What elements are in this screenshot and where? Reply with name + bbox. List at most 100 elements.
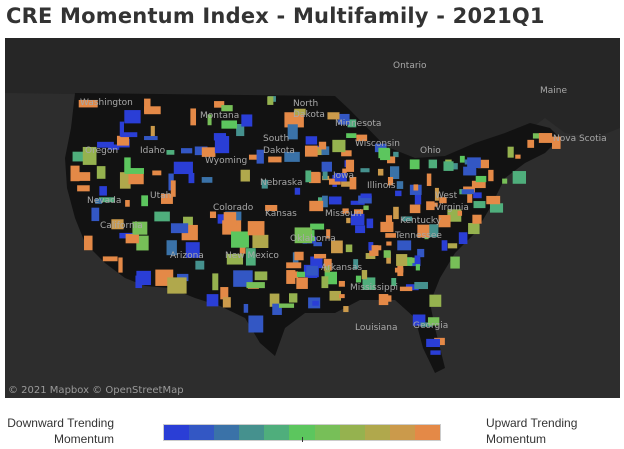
- metro-region[interactable]: [331, 240, 343, 254]
- metro-region[interactable]: [180, 148, 193, 154]
- metro-region[interactable]: [267, 96, 274, 105]
- metro-region[interactable]: [393, 206, 399, 220]
- metro-region[interactable]: [194, 146, 208, 156]
- metro-region[interactable]: [532, 133, 543, 139]
- metro-region[interactable]: [97, 141, 114, 148]
- metro-region[interactable]: [368, 242, 374, 251]
- metro-region[interactable]: [515, 154, 521, 159]
- metro-region[interactable]: [338, 280, 345, 287]
- metro-region[interactable]: [427, 317, 440, 326]
- metro-region[interactable]: [434, 187, 439, 201]
- metro-region[interactable]: [284, 112, 304, 128]
- metro-region[interactable]: [207, 114, 212, 126]
- metro-region[interactable]: [473, 201, 486, 209]
- metro-region[interactable]: [426, 338, 440, 348]
- metro-region[interactable]: [450, 256, 460, 269]
- metro-region[interactable]: [355, 225, 366, 234]
- metro-region[interactable]: [246, 282, 265, 289]
- metro-region[interactable]: [393, 151, 399, 158]
- metro-region[interactable]: [141, 195, 149, 207]
- metro-region[interactable]: [261, 179, 268, 189]
- metro-region[interactable]: [327, 112, 340, 120]
- metro-region[interactable]: [173, 161, 193, 175]
- metro-region[interactable]: [84, 235, 93, 251]
- metro-region[interactable]: [387, 156, 396, 164]
- metro-region[interactable]: [397, 240, 412, 251]
- metro-region[interactable]: [313, 242, 322, 247]
- metro-region[interactable]: [206, 294, 219, 307]
- metro-region[interactable]: [439, 197, 447, 204]
- metro-region[interactable]: [443, 161, 454, 171]
- metro-region[interactable]: [288, 293, 298, 303]
- metro-region[interactable]: [467, 157, 481, 169]
- metro-region[interactable]: [430, 350, 441, 355]
- metro-region[interactable]: [136, 235, 149, 251]
- metro-region[interactable]: [385, 215, 393, 223]
- metro-region[interactable]: [321, 276, 329, 289]
- metro-region[interactable]: [278, 303, 295, 308]
- metro-region[interactable]: [475, 175, 487, 183]
- metro-region[interactable]: [473, 192, 482, 199]
- metro-region[interactable]: [305, 136, 318, 145]
- metro-region[interactable]: [457, 210, 463, 216]
- metro-region[interactable]: [99, 186, 107, 196]
- metro-region[interactable]: [125, 233, 139, 244]
- metro-region[interactable]: [350, 213, 365, 226]
- metro-region[interactable]: [91, 207, 100, 222]
- metro-region[interactable]: [328, 196, 342, 205]
- metro-region[interactable]: [268, 156, 282, 163]
- metro-region[interactable]: [76, 172, 91, 181]
- metro-region[interactable]: [294, 187, 301, 195]
- metro-region[interactable]: [248, 154, 259, 160]
- metro-region[interactable]: [247, 221, 265, 236]
- metro-region[interactable]: [334, 172, 347, 182]
- metro-region[interactable]: [461, 189, 475, 195]
- metro-region[interactable]: [426, 173, 432, 186]
- metro-region[interactable]: [323, 258, 332, 271]
- metro-region[interactable]: [272, 303, 282, 315]
- metro-region[interactable]: [360, 193, 372, 199]
- metro-region[interactable]: [209, 211, 217, 219]
- metro-region[interactable]: [119, 172, 131, 189]
- metro-region[interactable]: [310, 223, 325, 230]
- metro-region[interactable]: [220, 287, 229, 300]
- metro-region[interactable]: [356, 134, 368, 142]
- metro-region[interactable]: [409, 204, 421, 214]
- metro-region[interactable]: [413, 184, 419, 191]
- metro-region[interactable]: [463, 166, 477, 176]
- metro-region[interactable]: [221, 105, 233, 112]
- metro-region[interactable]: [441, 240, 448, 251]
- metro-region[interactable]: [347, 119, 357, 128]
- metro-region[interactable]: [512, 171, 527, 184]
- metro-region[interactable]: [342, 208, 349, 214]
- metro-region[interactable]: [201, 147, 216, 157]
- metro-region[interactable]: [414, 255, 421, 265]
- metro-region[interactable]: [396, 254, 408, 266]
- metro-region[interactable]: [551, 136, 561, 149]
- metro-region[interactable]: [111, 219, 124, 230]
- metro-region[interactable]: [287, 124, 298, 140]
- metro-region[interactable]: [458, 232, 468, 245]
- metro-region[interactable]: [144, 136, 158, 141]
- metro-region[interactable]: [395, 190, 402, 197]
- metro-region[interactable]: [399, 286, 413, 292]
- metro-region[interactable]: [72, 151, 88, 162]
- metro-region[interactable]: [265, 204, 278, 212]
- metro-region[interactable]: [417, 248, 425, 258]
- metro-region[interactable]: [170, 180, 176, 197]
- metro-region[interactable]: [538, 133, 553, 143]
- metro-region[interactable]: [152, 170, 162, 176]
- metro-region[interactable]: [345, 159, 355, 172]
- metro-region[interactable]: [236, 124, 245, 137]
- metro-region[interactable]: [286, 270, 296, 284]
- metro-region[interactable]: [472, 214, 482, 224]
- metro-region[interactable]: [322, 195, 328, 208]
- metro-region[interactable]: [195, 260, 205, 270]
- metro-region[interactable]: [467, 192, 473, 203]
- metro-region[interactable]: [369, 247, 379, 256]
- metro-region[interactable]: [309, 200, 324, 212]
- metro-region[interactable]: [307, 171, 320, 182]
- metro-region[interactable]: [363, 205, 369, 211]
- metro-region[interactable]: [362, 277, 376, 290]
- metro-region[interactable]: [116, 135, 130, 146]
